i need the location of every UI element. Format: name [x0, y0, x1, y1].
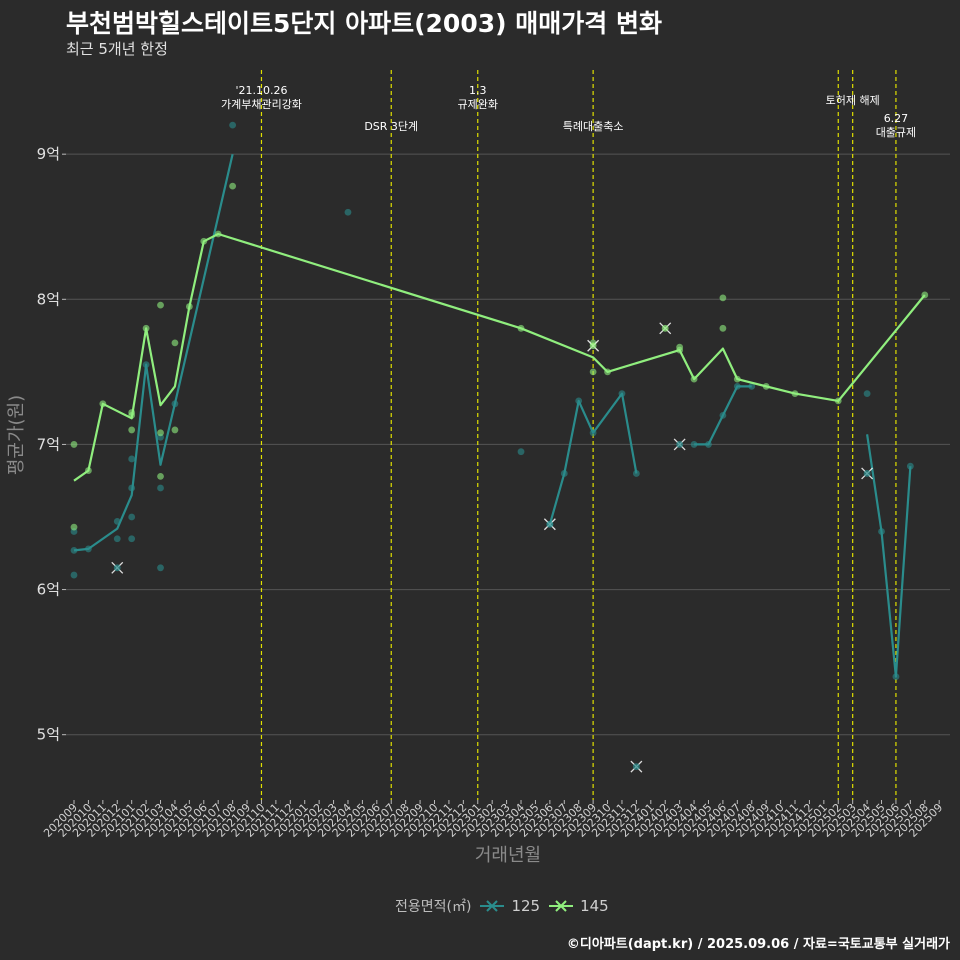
event-label: '21.10.26 가계부채관리강화 — [221, 84, 302, 111]
legend-label-145: 145 — [580, 897, 609, 915]
data-point-145 — [171, 339, 179, 347]
chart-title: 부천범박힐스테이트5단지 아파트(2003) 매매가격 변화 — [66, 9, 662, 38]
legend-label-125: 125 — [511, 897, 541, 915]
data-point-125 — [113, 535, 121, 543]
data-point-145 — [229, 182, 237, 190]
data-point-125 — [157, 484, 164, 492]
legend-title: 전용면적(㎡) — [395, 899, 472, 915]
data-point-125 — [690, 441, 698, 448]
data-point-125 — [344, 208, 352, 216]
data-point-145 — [676, 343, 684, 351]
data-point-145 — [70, 523, 78, 531]
series-line-125 — [73, 153, 234, 552]
data-point-125 — [128, 455, 136, 463]
data-point-125 — [128, 513, 136, 521]
cancelled-point-125 — [632, 763, 640, 771]
data-point-145 — [719, 324, 727, 332]
series-line-125 — [548, 392, 638, 525]
y-tick-label: 8억 — [37, 290, 60, 308]
event-label: 1.3 규제완화 — [458, 84, 498, 111]
y-tick-label: 5억 — [37, 726, 60, 744]
event-label: 6.27 대출규제 — [876, 112, 916, 139]
data-point-145 — [70, 441, 78, 448]
data-point-145 — [157, 472, 164, 480]
y-tick-label: 9억 — [37, 145, 60, 163]
legend-swatch-125 — [480, 900, 505, 912]
y-axis-title: 평균가(원) — [6, 395, 27, 475]
cancelled-point-125 — [546, 520, 554, 528]
data-point-125 — [157, 564, 164, 572]
y-tick-label: 7억 — [37, 435, 60, 453]
data-point-145 — [157, 301, 164, 309]
data-point-125 — [517, 448, 525, 456]
data-point-125 — [229, 121, 237, 129]
series-line-125 — [694, 385, 752, 446]
data-point-125 — [128, 535, 136, 543]
cancelled-point-125 — [113, 564, 121, 572]
chart-subtitle: 최근 5개년 한정 — [66, 40, 168, 58]
series-line-125 — [866, 434, 912, 678]
event-label: DSR 3단계 — [364, 120, 418, 133]
event-label: 특례대출축소 — [563, 120, 624, 133]
data-point-125 — [748, 382, 756, 390]
series-line-145 — [73, 232, 926, 482]
legend-item-145: 145 — [548, 897, 609, 915]
event-label: 토허제 해제 — [826, 93, 880, 107]
x-axis-title: 거래년월 — [475, 845, 541, 866]
y-tick-label: 6억 — [37, 581, 60, 599]
cancelled-point-145 — [661, 324, 669, 332]
data-point-145 — [128, 426, 136, 434]
data-point-125 — [70, 571, 78, 579]
data-point-145 — [171, 426, 179, 434]
data-point-125 — [863, 390, 871, 398]
cancelled-point-145 — [589, 342, 597, 350]
legend-swatch-145 — [549, 900, 574, 912]
legend: 전용면적(㎡) 125 145 — [395, 896, 609, 916]
legend-item-125: 125 — [479, 897, 540, 915]
cancelled-point-125 — [676, 441, 684, 448]
cancelled-point-125 — [863, 470, 871, 477]
data-point-145 — [589, 368, 597, 376]
source-caption: ©디아파트(dapt.kr) / 2025.09.06 / 자료=국토교통부 실… — [566, 937, 950, 952]
data-point-145 — [157, 429, 164, 437]
data-point-145 — [719, 294, 727, 302]
